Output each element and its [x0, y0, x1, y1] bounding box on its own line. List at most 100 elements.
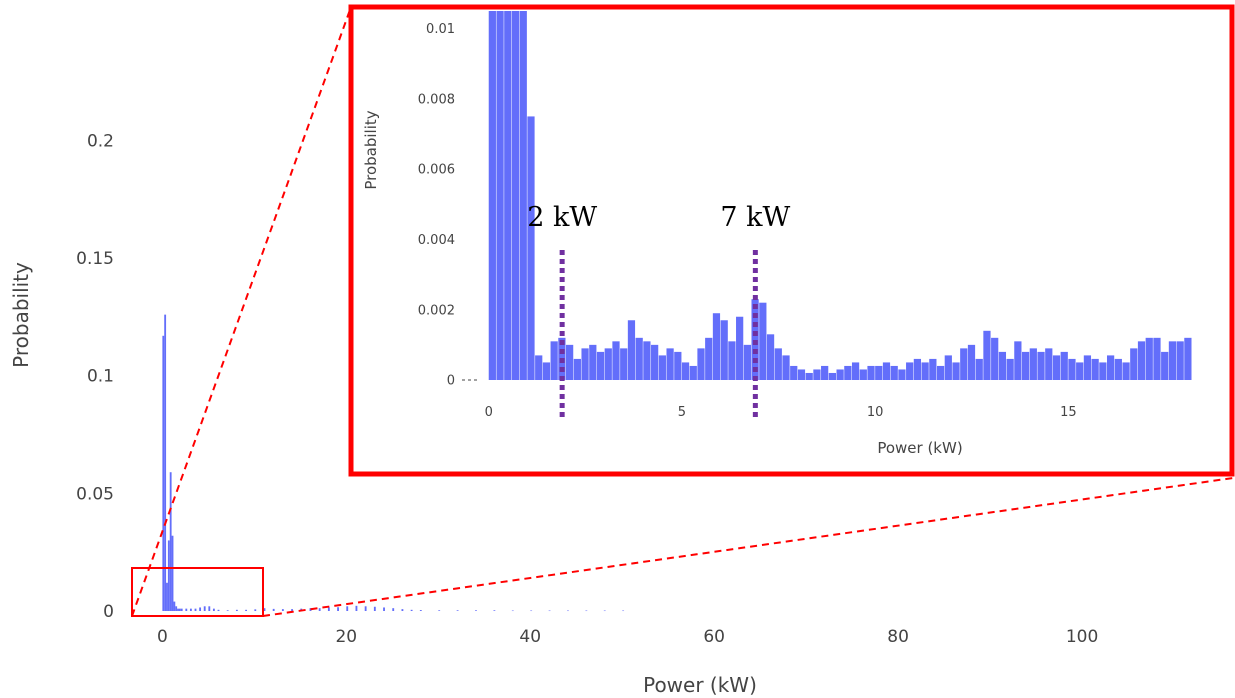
inset-bar: [612, 341, 620, 380]
main-bar: [493, 610, 496, 611]
inset-bar: [1021, 351, 1030, 380]
inset-x-axis-title: Power (kW): [877, 439, 962, 457]
inset-bar: [1145, 337, 1153, 380]
inset-bar: [1060, 351, 1068, 380]
inset-bar: [488, 11, 496, 380]
main-bars: [162, 314, 625, 612]
inset-bar: [596, 351, 605, 380]
main-y-ticks: 0 0.05 0.1 0.15 0.2: [76, 132, 114, 622]
inset-bar: [1052, 355, 1061, 380]
main-y-tick-label: 0.2: [87, 132, 114, 152]
main-bar: [567, 610, 569, 612]
main-y-axis-title: Probability: [9, 262, 33, 368]
main-y-tick-label: 0.05: [76, 484, 114, 504]
main-bar: [272, 608, 275, 611]
inset-bar: [728, 341, 736, 380]
main-x-tick-label: 0: [157, 627, 168, 647]
main-bar: [392, 608, 395, 611]
inset-y-tick-label: 0.01: [426, 22, 455, 37]
main-bar: [167, 540, 170, 611]
main-bar: [456, 610, 459, 611]
inset-bar: [573, 358, 581, 380]
inset-bar: [766, 334, 775, 380]
main-bar: [346, 606, 349, 611]
inset-bar: [875, 365, 883, 380]
main-bar: [438, 610, 441, 611]
main-bar: [291, 609, 293, 611]
inset-bar: [1014, 341, 1022, 380]
main-bar: [281, 609, 284, 611]
inset-y-tick-label: 0: [447, 374, 455, 389]
main-bar: [548, 610, 551, 612]
inset-y-ticks: 0 0.002 0.004 0.006 0.008 0.01: [418, 22, 478, 389]
main-x-tick-label: 80: [887, 627, 909, 647]
main-bar: [180, 608, 183, 611]
inset-bar: [921, 362, 929, 380]
inset-bar: [1091, 358, 1099, 380]
inset-bar: [712, 313, 721, 380]
inset-bar: [627, 320, 636, 380]
main-x-tick-label: 20: [335, 627, 357, 647]
inset-bar: [991, 337, 999, 380]
main-bar: [373, 606, 376, 611]
inset-bar: [666, 348, 674, 380]
inset-bar: [535, 355, 543, 380]
main-bar: [245, 609, 247, 611]
inset-y-tick-label: 0.004: [418, 233, 455, 248]
inset-y-axis-title: Probability: [362, 110, 380, 189]
inset-bar: [1130, 348, 1138, 380]
inset-bar: [1168, 341, 1177, 380]
main-bar: [318, 608, 321, 611]
inset-bar: [836, 369, 844, 380]
main-bar: [171, 535, 174, 611]
main-bar: [309, 608, 312, 611]
inset-bar: [805, 372, 813, 380]
inset-bar: [1006, 358, 1014, 380]
inset-bar: [651, 344, 659, 380]
inset-bar: [867, 365, 875, 380]
inset-bar: [1083, 355, 1092, 380]
inset-bar: [566, 344, 574, 380]
inset-bar: [998, 351, 1007, 380]
inset-bar: [882, 362, 891, 380]
inset-bar: [898, 369, 906, 380]
inset-x-tick-label: 5: [678, 405, 686, 420]
main-x-tick-label: 60: [703, 627, 725, 647]
inset-bar: [697, 348, 705, 380]
main-bar: [235, 609, 238, 611]
main-bar: [175, 606, 178, 611]
main-bar: [585, 610, 588, 612]
main-bar: [475, 610, 477, 611]
inset-bar: [1106, 355, 1115, 380]
zoom-region-box: [131, 567, 264, 617]
zoom-connector-bottom-right: [262, 477, 1234, 617]
main-bar: [217, 609, 220, 611]
inset-bar: [790, 365, 798, 380]
inset-bar: [1161, 351, 1169, 380]
main-bar: [419, 610, 422, 611]
inset-bar: [960, 348, 968, 380]
inset-bar: [519, 11, 527, 380]
inset-bar: [736, 316, 744, 380]
main-bar: [511, 610, 514, 612]
inset-bar: [1037, 351, 1045, 380]
main-bar: [226, 610, 229, 611]
main-bar: [263, 608, 266, 611]
main-y-tick-label: 0: [103, 602, 114, 622]
inset-bar: [967, 344, 976, 380]
inset-bar: [527, 116, 535, 381]
inset-bars: [488, 11, 1192, 381]
inset-bar: [936, 365, 945, 380]
inset-bar: [581, 348, 589, 380]
main-bar: [364, 606, 367, 611]
inset-y-tick-label: 0.002: [418, 303, 455, 318]
inset-y-tick-label: 0.008: [418, 92, 455, 107]
main-bar: [189, 608, 192, 611]
main-x-tick-label: 40: [519, 627, 541, 647]
inset-bar: [1137, 341, 1146, 380]
inset-x-tick-label: 15: [1060, 405, 1077, 420]
main-bar: [327, 607, 330, 611]
inset-bar: [759, 302, 767, 380]
